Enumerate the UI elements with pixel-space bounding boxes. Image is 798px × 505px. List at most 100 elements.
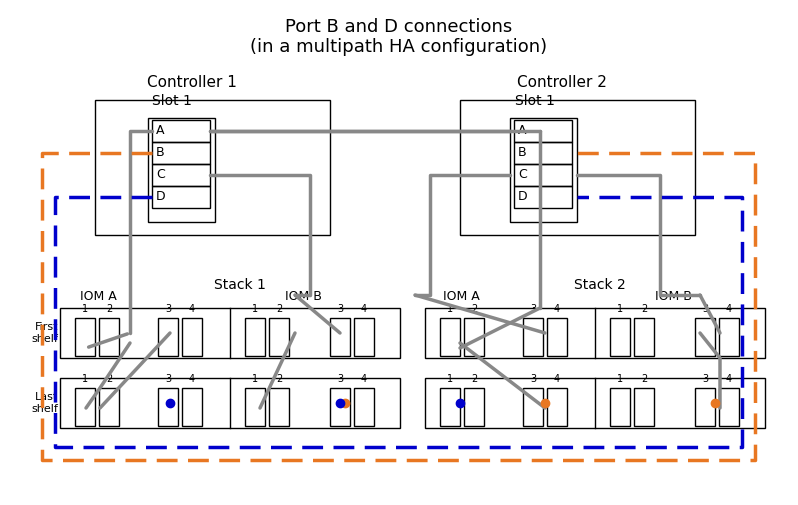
Text: 1: 1 [252, 304, 258, 314]
Bar [152, 164, 210, 186]
Text: 3: 3 [337, 304, 343, 314]
Bar [719, 388, 739, 426]
Text: 4: 4 [189, 304, 195, 314]
Text: 2: 2 [106, 304, 113, 314]
Text: A: A [156, 125, 164, 137]
Text: (in a multipath HA configuration): (in a multipath HA configuration) [251, 38, 547, 56]
Text: 3: 3 [165, 304, 171, 314]
Bar [610, 388, 630, 426]
Bar [152, 142, 210, 164]
Bar [99, 388, 119, 426]
Bar [99, 318, 119, 356]
Text: First
shelf: First shelf [31, 322, 58, 344]
Text: D: D [518, 190, 527, 204]
Text: Slot 1: Slot 1 [152, 94, 192, 108]
Text: 2: 2 [276, 374, 282, 384]
Text: 4: 4 [361, 374, 367, 384]
Bar [182, 388, 202, 426]
Text: IOM A: IOM A [80, 290, 117, 303]
Text: 2: 2 [471, 304, 477, 314]
Text: IOM A: IOM A [443, 290, 480, 303]
Text: 3: 3 [165, 374, 171, 384]
Text: 2: 2 [276, 304, 282, 314]
Bar [354, 388, 374, 426]
Text: IOM B: IOM B [285, 290, 322, 303]
Text: 1: 1 [447, 374, 453, 384]
Text: 2: 2 [641, 374, 647, 384]
Bar [75, 318, 95, 356]
Text: 2: 2 [641, 304, 647, 314]
Bar [440, 318, 460, 356]
Text: 3: 3 [530, 304, 536, 314]
Text: 3: 3 [337, 374, 343, 384]
Text: B: B [156, 146, 164, 160]
Text: 3: 3 [702, 374, 708, 384]
Text: Last
shelf: Last shelf [31, 392, 58, 414]
Text: IOM B: IOM B [655, 290, 692, 303]
Text: C: C [518, 169, 527, 181]
Bar [425, 378, 765, 428]
Bar [152, 186, 210, 208]
Bar [330, 318, 350, 356]
Text: 4: 4 [554, 304, 560, 314]
Text: 4: 4 [189, 374, 195, 384]
Bar [547, 318, 567, 356]
Text: 2: 2 [106, 374, 113, 384]
Bar [460, 100, 695, 235]
Bar [158, 318, 178, 356]
Text: A: A [518, 125, 527, 137]
Bar [75, 388, 95, 426]
Text: 4: 4 [726, 374, 732, 384]
Text: Controller 1: Controller 1 [147, 75, 237, 90]
Bar [245, 318, 265, 356]
Bar [148, 118, 215, 222]
Bar [182, 318, 202, 356]
Bar [634, 318, 654, 356]
Text: 2: 2 [471, 374, 477, 384]
Bar [514, 186, 572, 208]
Bar [523, 388, 543, 426]
Text: B: B [518, 146, 527, 160]
Text: 1: 1 [447, 304, 453, 314]
Bar [95, 100, 330, 235]
Bar [440, 388, 460, 426]
Text: Stack 2: Stack 2 [574, 278, 626, 292]
Text: 1: 1 [617, 304, 623, 314]
Bar [158, 388, 178, 426]
Bar [719, 318, 739, 356]
Text: 4: 4 [726, 304, 732, 314]
Text: Slot 1: Slot 1 [515, 94, 555, 108]
Text: Port B and D connections: Port B and D connections [286, 18, 512, 36]
Bar [425, 308, 765, 358]
Bar [514, 164, 572, 186]
Bar [245, 388, 265, 426]
Text: 1: 1 [617, 374, 623, 384]
Bar [60, 308, 400, 358]
Text: C: C [156, 169, 164, 181]
Text: 1: 1 [252, 374, 258, 384]
Bar [354, 318, 374, 356]
Text: D: D [156, 190, 166, 204]
Bar [464, 318, 484, 356]
Text: 3: 3 [702, 304, 708, 314]
Bar [464, 388, 484, 426]
Bar [330, 388, 350, 426]
Bar [695, 318, 715, 356]
Bar [152, 120, 210, 142]
Bar [269, 318, 289, 356]
Text: Stack 1: Stack 1 [214, 278, 266, 292]
Text: Controller 2: Controller 2 [517, 75, 607, 90]
Bar [547, 388, 567, 426]
Text: 4: 4 [361, 304, 367, 314]
Text: 1: 1 [82, 304, 88, 314]
Text: 3: 3 [530, 374, 536, 384]
Text: 1: 1 [82, 374, 88, 384]
Bar [269, 388, 289, 426]
Bar [634, 388, 654, 426]
Bar [60, 378, 400, 428]
Bar [695, 388, 715, 426]
Bar [514, 142, 572, 164]
Bar [510, 118, 577, 222]
Bar [523, 318, 543, 356]
Bar [610, 318, 630, 356]
